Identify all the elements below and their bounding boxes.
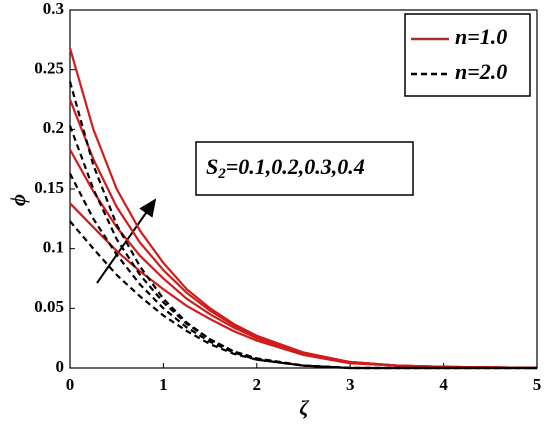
annotation: S2=0.1,0.2,0.3,0.4 bbox=[206, 154, 365, 182]
x-tick-label: 1 bbox=[159, 375, 168, 394]
x-tick-label: 2 bbox=[253, 375, 262, 394]
line bbox=[68, 81, 537, 370]
y-tick-label: 0.1 bbox=[43, 238, 64, 257]
arrow bbox=[96, 198, 157, 284]
y-tick-label: 0.15 bbox=[34, 178, 64, 197]
y-tick-label: 0.25 bbox=[34, 59, 64, 78]
legend-label: n=2.0 bbox=[455, 59, 507, 84]
x-tick-label: 5 bbox=[533, 375, 542, 394]
legend-box bbox=[404, 13, 531, 97]
x-tick-label: 3 bbox=[346, 375, 355, 394]
line bbox=[68, 47, 538, 370]
x-axis-label: ζ bbox=[299, 396, 309, 420]
y-tick-label: 0.3 bbox=[43, 0, 64, 18]
line bbox=[68, 99, 538, 370]
y-tick-label: 0 bbox=[56, 357, 65, 376]
y-tick-label: 0.05 bbox=[34, 297, 64, 316]
y-tick-label: 0.2 bbox=[43, 118, 64, 137]
x-tick-label: 4 bbox=[439, 375, 448, 394]
legend-label: n=1.0 bbox=[455, 24, 507, 49]
line bbox=[69, 220, 537, 370]
y-axis-label: ϕ bbox=[6, 194, 30, 206]
annotation-box bbox=[195, 141, 414, 196]
x-tick-label: 0 bbox=[66, 375, 75, 394]
